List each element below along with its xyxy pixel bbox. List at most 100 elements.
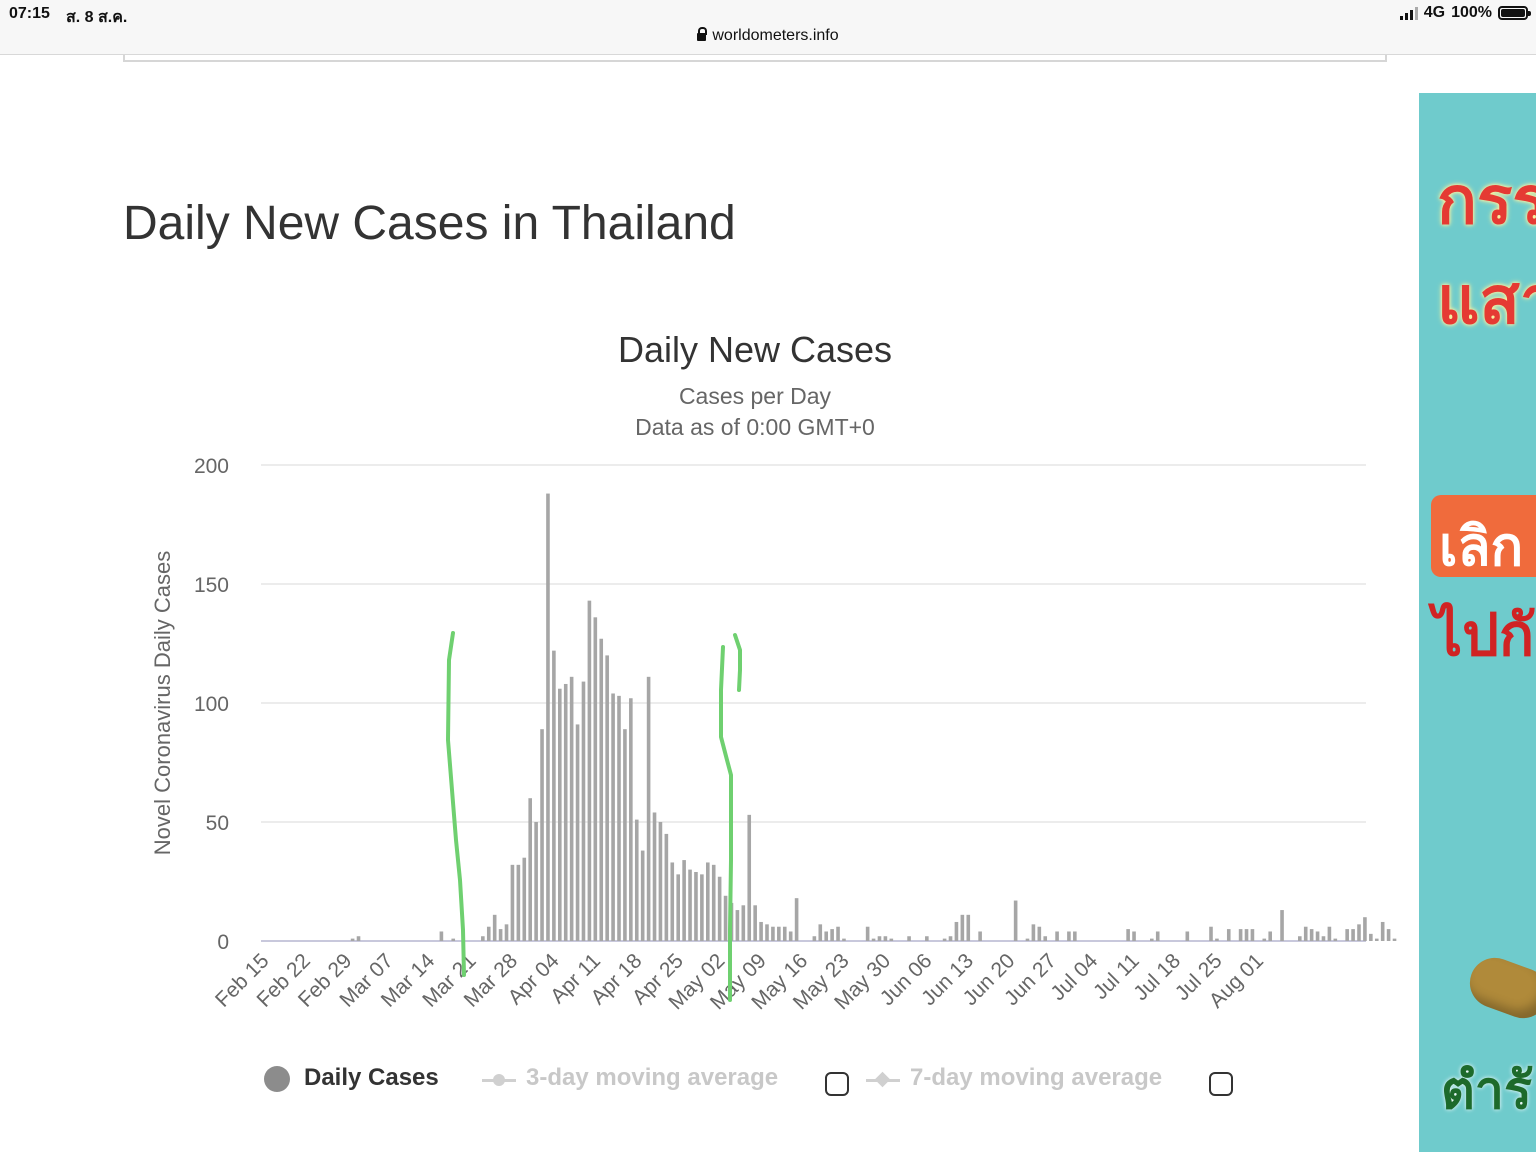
bar[interactable] [1298,936,1302,941]
side-advertisement[interactable]: กรร แสา เลิก ไปกั ตำรั [1419,93,1536,1152]
bar[interactable] [617,695,621,941]
bar[interactable] [1309,929,1314,941]
bar[interactable] [925,936,929,941]
bar[interactable] [546,493,550,941]
bar[interactable] [1268,931,1272,941]
bar[interactable] [1215,938,1219,941]
bar[interactable] [510,864,515,941]
bar[interactable] [350,938,355,941]
bar[interactable] [960,914,965,941]
bar[interactable] [1037,926,1042,941]
bar[interactable] [1185,931,1190,941]
bar[interactable] [954,921,959,941]
bar[interactable] [1351,929,1355,941]
bar[interactable] [753,905,757,941]
bar[interactable] [640,850,645,941]
bar[interactable] [569,676,574,941]
bar[interactable] [1238,929,1243,941]
bar[interactable] [948,936,953,941]
bar[interactable] [504,924,509,941]
bar[interactable] [1386,929,1391,941]
bar[interactable] [1132,931,1136,941]
bar[interactable] [498,929,503,941]
bar[interactable] [1226,929,1231,941]
bar[interactable] [623,729,627,941]
bar[interactable] [1244,929,1249,941]
bar[interactable] [1043,936,1048,941]
bar[interactable] [575,724,580,941]
bar[interactable] [1380,921,1385,941]
bar[interactable] [706,862,710,941]
bar[interactable] [747,814,752,941]
bar[interactable] [552,650,556,941]
avg7-toggle-checkbox[interactable] [1209,1072,1233,1096]
bar[interactable] [1073,931,1077,941]
bar[interactable] [356,936,361,941]
bar[interactable] [1327,926,1332,941]
bar[interactable] [558,688,562,941]
bar[interactable] [652,812,657,941]
bar[interactable] [1303,926,1308,941]
bar[interactable] [540,729,544,941]
bar[interactable] [711,864,716,941]
bar[interactable] [1031,924,1036,941]
bar[interactable] [1357,924,1361,941]
bar[interactable] [1333,938,1338,941]
bar[interactable] [1392,938,1397,941]
bar[interactable] [1155,931,1160,941]
bar[interactable] [534,822,538,941]
bar[interactable] [593,617,598,941]
bar[interactable] [978,931,982,941]
legend-3-day-average[interactable]: 3-day moving average [526,1064,779,1091]
bar[interactable] [865,926,870,941]
bar[interactable] [871,938,876,941]
bar[interactable] [1262,938,1267,941]
bar[interactable] [1025,938,1030,941]
bar[interactable] [581,681,586,941]
bar[interactable] [611,693,615,941]
bar[interactable] [1374,938,1379,941]
bar[interactable] [877,936,882,941]
bar[interactable] [812,936,817,941]
bar[interactable] [741,905,746,941]
bar[interactable] [676,874,680,941]
bar[interactable] [735,910,740,941]
bar[interactable] [563,683,568,941]
bar[interactable] [664,833,669,941]
bar[interactable] [700,874,704,941]
bar[interactable] [646,676,651,941]
bar[interactable] [451,938,456,941]
bar[interactable] [907,936,911,941]
bar[interactable] [771,926,775,941]
bar[interactable] [777,926,781,941]
bar[interactable] [634,819,639,941]
bar[interactable] [794,898,799,941]
bar[interactable] [1126,929,1130,941]
bar[interactable] [522,857,527,941]
bar[interactable] [688,869,692,941]
bar[interactable] [759,921,763,941]
bar[interactable] [516,864,521,941]
bar[interactable] [599,638,604,941]
bar[interactable] [830,929,834,941]
bar[interactable] [694,871,698,941]
bar[interactable] [966,914,971,941]
bar[interactable] [486,926,491,941]
address-bar[interactable]: worldometers.info [0,27,1536,45]
bar[interactable] [629,698,633,941]
bar[interactable] [528,798,532,941]
bar[interactable] [1315,931,1320,941]
bar[interactable] [942,938,947,941]
bar[interactable] [658,822,663,941]
bar[interactable] [824,931,828,941]
bar[interactable] [1280,910,1284,941]
bar[interactable] [1013,900,1018,941]
bar[interactable] [1209,926,1213,941]
bar[interactable] [836,926,840,941]
bar[interactable] [883,936,888,941]
bar[interactable] [605,655,609,941]
bar[interactable] [682,860,686,941]
bar[interactable] [1321,936,1326,941]
bar[interactable] [765,924,769,941]
bar[interactable] [889,938,894,941]
